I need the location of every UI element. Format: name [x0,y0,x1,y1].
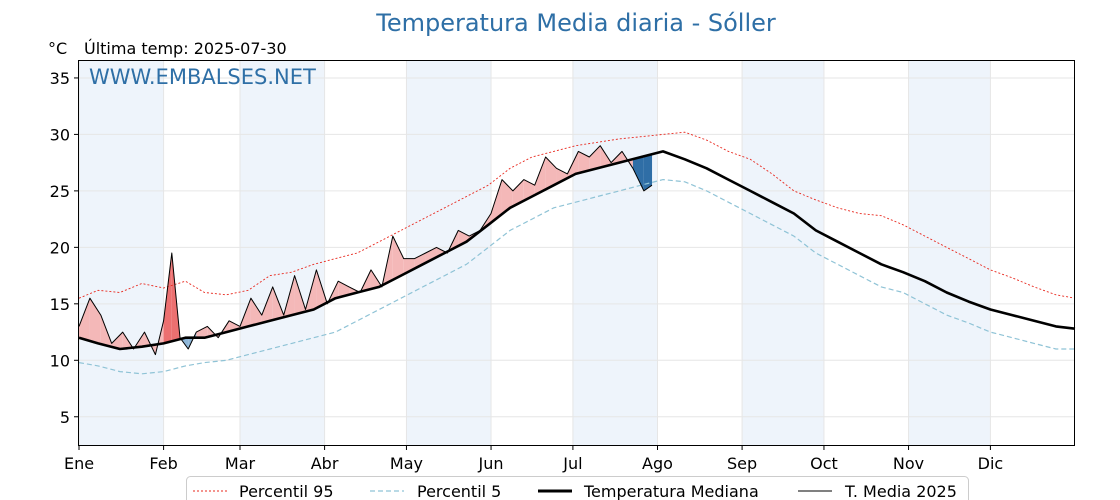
anomaly-fill-segment [196,326,208,338]
anomaly-fill-segment [403,258,415,275]
y-tick-label-20: 20 [50,238,70,257]
legend-box [186,476,969,500]
last-temp-label: Última temp: 2025-07-30 [84,39,287,58]
x-tick-label-sep: Sep [727,454,757,473]
anomaly-fill-segment [79,298,90,341]
legend-p5-label: Percentil 5 [417,482,501,500]
anomaly-fill-segment [392,236,404,280]
x-tick-label-oct: Oct [810,454,838,473]
anomaly-fill-segment [556,168,568,184]
x-tick-label-jul: Jul [562,454,582,473]
series-line-percentil-95 [78,131,1076,299]
y-tick-label-35: 35 [50,69,70,88]
y-axis: 5 10 15 20 25 30 35 [50,69,79,427]
anomaly-fill-segment [589,145,601,171]
anomaly-fill-segment [578,151,590,174]
chart-title: Temperatura Media diaria - Sóller [375,9,776,37]
anomaly-fill-segment [545,157,557,190]
series-line-percentil-5 [78,178,1075,375]
y-tick-label-30: 30 [50,125,70,144]
month-band-nov [908,61,991,445]
unit-label: °C [48,39,67,58]
anomaly-fill-segment [491,179,502,223]
month-band-sep [742,61,824,445]
month-bands [79,61,991,445]
y-tick-label-5: 5 [60,408,70,427]
anomaly-fill-segment [600,145,612,168]
month-band-mar [239,61,325,445]
month-band-ene [79,61,164,445]
plot-frame [78,60,1075,446]
series-lines [78,131,1076,375]
anomaly-fill-segment [89,298,101,345]
anomaly-fill-segment [338,281,350,298]
anomaly-fill-segment [111,332,123,349]
x-tick-label-nov: Nov [893,454,924,473]
y-tick-label-15: 15 [50,295,70,314]
x-axis: Ene Feb Mar Abr May Jun Jul Ago Sep Oct Nov Dic [64,445,1003,473]
legend: Percentil 95 Percentil 5 Temperatura Med… [186,476,969,500]
legend-p95-label: Percentil 95 [239,482,334,500]
x-tick-label-feb: Feb [149,454,177,473]
series-line-temperatura-mediana [78,150,1076,351]
anomaly-fill-segment [414,253,426,269]
y-tick-label-25: 25 [50,182,70,201]
anomaly-fill-segment [534,157,546,196]
legend-2025-label: T. Media 2025 [844,482,957,500]
month-band-may [406,61,492,445]
anomaly-fill-segment [250,298,262,326]
month-band-jul [572,61,658,445]
anomaly-fill-segment [425,247,437,263]
series-line-t-media-2025 [78,145,653,356]
x-tick-label-jun: Jun [478,454,504,473]
grid-lines [78,61,1075,445]
x-tick-label-may: May [390,454,423,473]
watermark: WWW.EMBALSES.NET [89,65,316,89]
x-tick-label-ago: Ago [642,454,673,473]
y-tick-label-10: 10 [50,351,70,370]
x-tick-label-abr: Abr [311,454,339,473]
anomaly-fill-segment [643,154,653,191]
anomaly-fill-segment [458,230,470,246]
x-tick-label-mar: Mar [225,454,256,473]
anomaly-fills [79,145,653,355]
anomaly-fill-segment [261,286,273,323]
x-tick-label-dic: Dic [978,454,1004,473]
anomaly-fill-segment [632,156,644,191]
x-tick-label-ene: Ene [64,454,94,473]
anomaly-fill-segment [512,179,524,207]
legend-median-label: Temperatura Mediana [583,482,759,500]
anomaly-fill-segment [163,253,172,344]
